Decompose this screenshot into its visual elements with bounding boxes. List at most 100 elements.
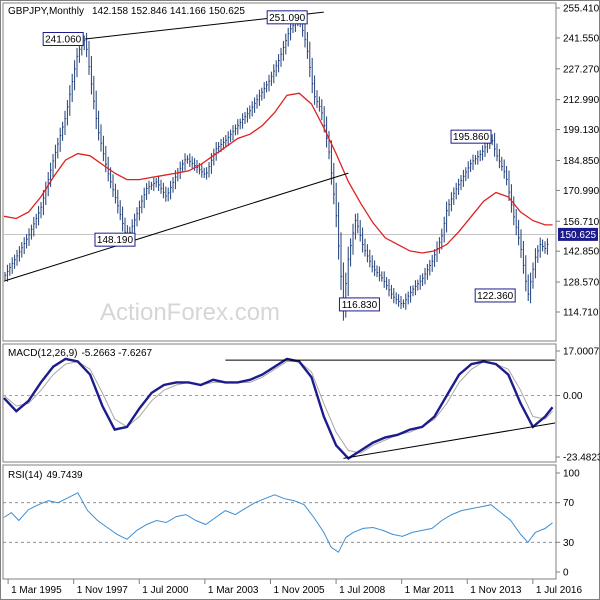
price-bar [261, 87, 263, 101]
rsi-y-tick-label: 30 [563, 538, 575, 549]
price-bar [62, 121, 64, 141]
x-tick-label: 1 Mar 2011 [405, 585, 455, 596]
price-y-tick-label: 114.710 [563, 308, 599, 319]
price-bar [114, 183, 117, 204]
price-bar [64, 110, 67, 136]
price-bar [453, 187, 455, 205]
price-bar [515, 209, 518, 236]
price-bar [446, 201, 448, 233]
price-bar [232, 125, 235, 141]
price-bar [426, 263, 429, 280]
price-bar [93, 75, 95, 110]
price-bar [417, 279, 419, 291]
price-bar [222, 137, 225, 150]
moving-average-line [3, 92, 553, 254]
price-bar [275, 60, 278, 77]
macd-line [3, 357, 554, 460]
price-bar [6, 264, 9, 282]
price-bar [314, 75, 316, 105]
price-bar [448, 199, 451, 217]
price-bar [405, 293, 407, 310]
price-bar [95, 90, 98, 130]
price-bar [465, 167, 467, 182]
annotation-box [42, 32, 84, 47]
price-bar [244, 112, 247, 125]
annotation-box [94, 232, 136, 247]
x-tick-label: 1 Nov 1997 [77, 585, 129, 596]
annotation-box [474, 288, 516, 303]
price-bar [395, 292, 398, 305]
x-tick-label: 1 Mar 1995 [11, 585, 62, 596]
price-bar [194, 158, 196, 171]
price-bar [251, 101, 254, 117]
price-bar [189, 153, 191, 167]
price-bar [388, 279, 391, 297]
price-bar [59, 127, 62, 152]
price-bar [522, 241, 525, 274]
price-bar [352, 223, 355, 255]
price-bar [407, 291, 410, 305]
price-bar [138, 200, 141, 221]
price-bar [50, 162, 52, 188]
price-bar [280, 47, 283, 67]
price-bar [86, 32, 88, 58]
price-bar [90, 56, 93, 95]
last-price-marker: 150.625 [558, 227, 598, 241]
macd-trendlines [225, 359, 556, 459]
price-bar [162, 182, 165, 199]
price-bar [23, 237, 26, 254]
price-bar [357, 213, 359, 234]
price-bar [544, 241, 547, 254]
price-bar [76, 47, 79, 78]
price-panel: ActionForex.com 241.060 251.090 148.190 116… [2, 2, 600, 342]
price-bar [491, 134, 494, 146]
price-bar [513, 196, 515, 226]
price-bar [237, 119, 239, 135]
price-bar [354, 213, 357, 240]
price-y-tick-label: 128.570 [563, 278, 600, 289]
price-bar [206, 167, 208, 180]
price-bar [443, 216, 446, 243]
rsi-panel: 100 70 30 0 RSI(14) 49.7439 [2, 464, 580, 580]
price-plot-area [2, 2, 557, 342]
price-bar [270, 71, 273, 86]
annotation-label: 148.190 [97, 235, 134, 246]
price-bar [431, 254, 434, 272]
price-annotation: 148.190 [94, 232, 136, 247]
annotation-label: 116.830 [342, 300, 378, 311]
price-bar [472, 154, 475, 170]
price-bar [496, 143, 499, 162]
price-bar [150, 181, 153, 190]
price-bar [537, 245, 539, 263]
price-bar [14, 254, 16, 269]
price-bar [501, 156, 503, 171]
price-bar [290, 22, 292, 41]
price-bar [148, 180, 151, 195]
price-bar [304, 22, 307, 48]
price-bar [184, 153, 187, 171]
price-bar [287, 27, 290, 47]
price-bar [9, 262, 11, 276]
price-bar [136, 207, 139, 227]
price-y-axis: 255.410 241.550 227.270 212.990 199.130 184.8… [556, 4, 600, 319]
price-bar [191, 156, 194, 169]
macd-y-tick-label: 0.00 [563, 391, 583, 402]
price-bar [462, 169, 465, 187]
price-bar [249, 105, 251, 119]
price-bar [35, 213, 38, 229]
price-bar [429, 259, 431, 276]
price-bar [18, 246, 21, 262]
price-bar [179, 161, 182, 180]
price-bar [83, 35, 86, 51]
price-bar [4, 272, 7, 280]
price-bar [479, 150, 482, 162]
price-bar [402, 299, 405, 308]
macd-plot-area [2, 343, 557, 463]
price-y-tick-label: 199.130 [563, 125, 600, 136]
price-bar [33, 216, 35, 237]
price-annotation: 195.860 [450, 129, 492, 144]
annotation-label: 251.090 [269, 13, 306, 24]
price-bar [338, 202, 340, 260]
price-bar [105, 145, 107, 173]
price-y-tick-label: 255.410 [563, 4, 600, 15]
